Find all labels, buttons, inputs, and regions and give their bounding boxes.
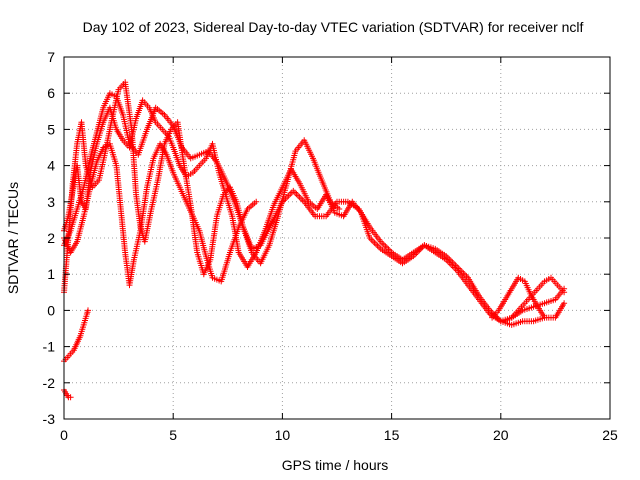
data-point bbox=[253, 198, 260, 205]
y-tick-label: -1 bbox=[43, 339, 56, 355]
series-s8 bbox=[502, 274, 568, 325]
y-axis-label: SDTVAR / TECUs bbox=[5, 182, 21, 294]
y-tick-label: 3 bbox=[47, 194, 55, 210]
data-point bbox=[561, 289, 568, 296]
axis-ticks: 0 5 10 15 20 25 -3 -2 -1 0 1 2 3 4 5 6 7 bbox=[43, 49, 618, 443]
data-point bbox=[336, 206, 343, 212]
y-tick-label: 6 bbox=[47, 85, 55, 101]
data-marks bbox=[61, 79, 568, 401]
series-s7 bbox=[489, 274, 548, 321]
x-tick-label: 15 bbox=[384, 427, 400, 443]
series-s5 bbox=[61, 307, 91, 365]
y-tick-label: 4 bbox=[47, 158, 55, 174]
y-tick-label: 1 bbox=[47, 266, 55, 282]
x-tick-label: 10 bbox=[275, 427, 291, 443]
data-point bbox=[541, 314, 548, 321]
data-point bbox=[67, 394, 74, 401]
y-tick-label: 5 bbox=[47, 121, 55, 137]
data-point bbox=[561, 300, 568, 307]
y-tick-label: 2 bbox=[47, 230, 55, 246]
x-tick-label: 0 bbox=[60, 427, 68, 443]
y-tick-label: -2 bbox=[43, 375, 56, 391]
x-tick-label: 20 bbox=[493, 427, 509, 443]
chart-title: Day 102 of 2023, Sidereal Day-to-day VTE… bbox=[83, 19, 584, 35]
x-tick-label: 25 bbox=[602, 427, 618, 443]
y-tick-label: 7 bbox=[47, 49, 55, 65]
x-axis-label: GPS time / hours bbox=[282, 457, 389, 473]
data-point bbox=[85, 307, 91, 314]
series-s4 bbox=[61, 140, 260, 289]
x-tick-label: 5 bbox=[169, 427, 177, 443]
y-tick-label: 0 bbox=[47, 302, 55, 318]
y-tick-label: -3 bbox=[43, 411, 56, 427]
